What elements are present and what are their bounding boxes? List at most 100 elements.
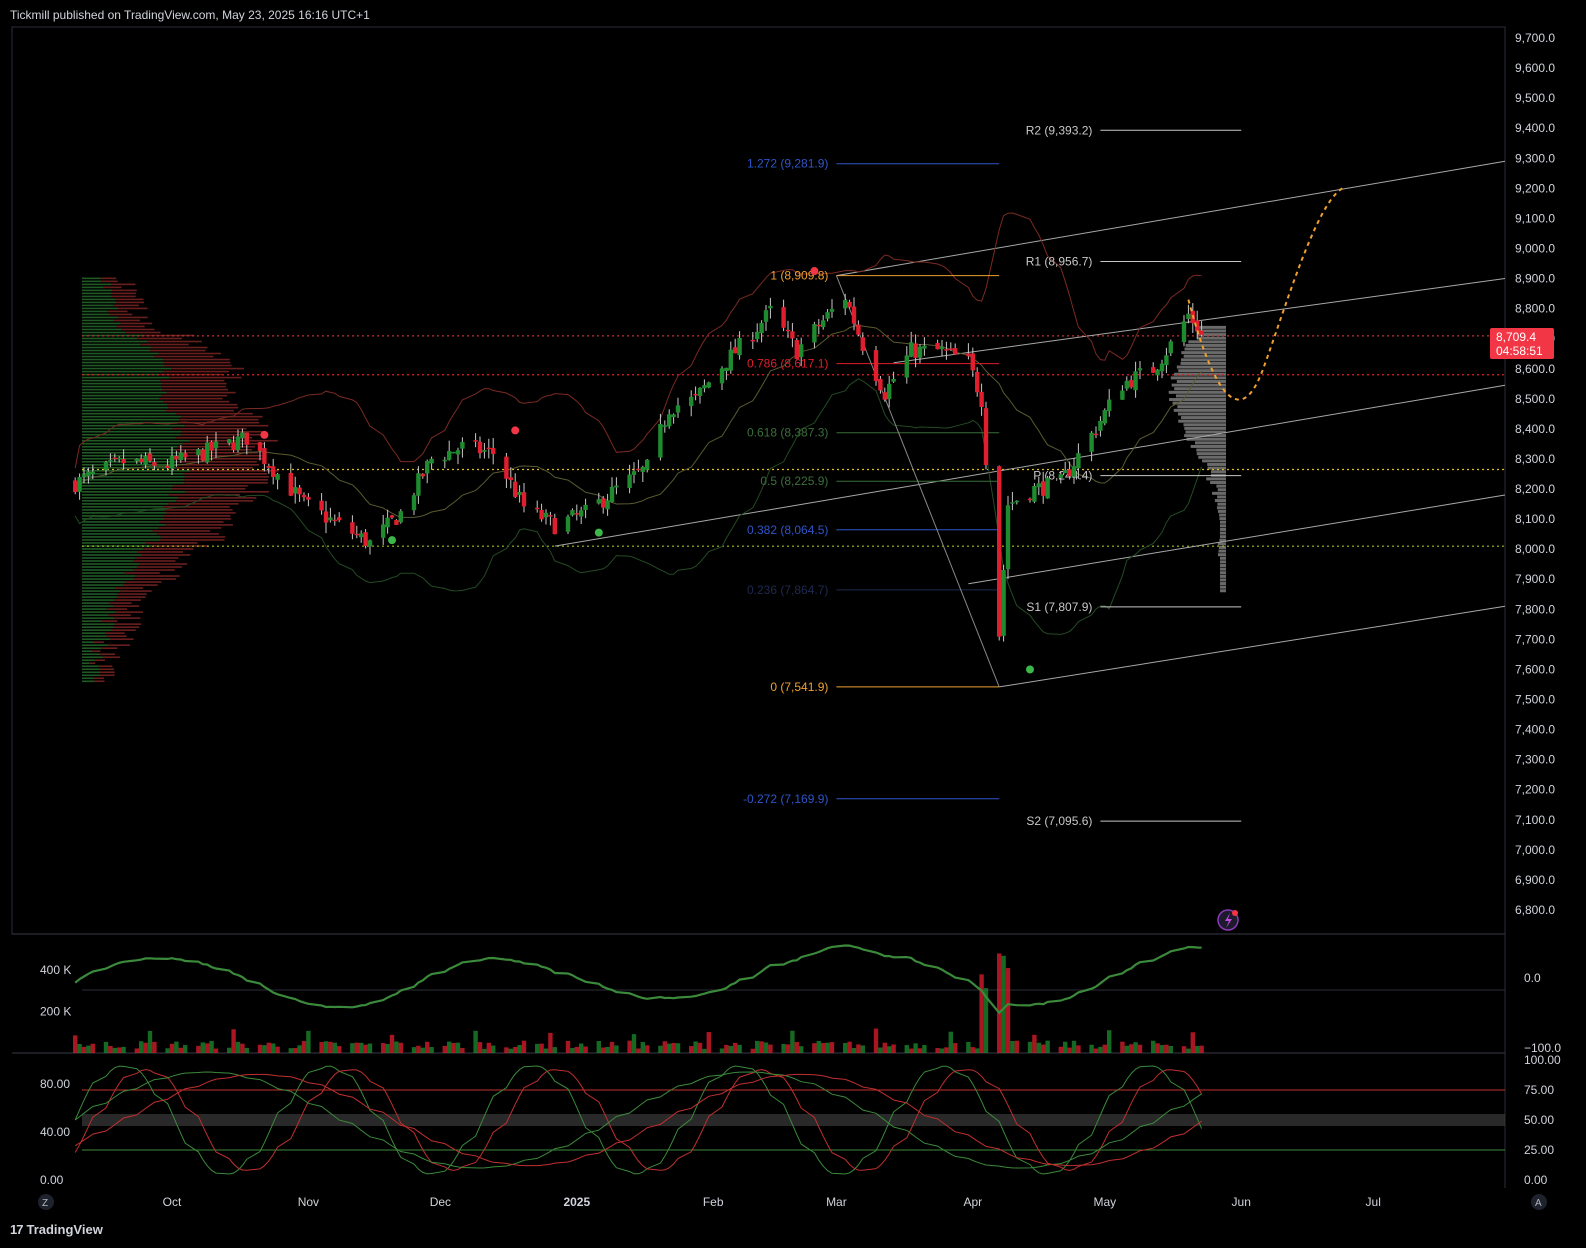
volume-bar <box>702 1048 707 1053</box>
candle-body <box>244 432 249 445</box>
candle-body <box>689 396 694 407</box>
time-tick-label: Dec <box>430 1195 451 1209</box>
profile-bar-up <box>82 325 117 328</box>
projection-arrow-path[interactable] <box>1187 187 1343 401</box>
volume-bar <box>301 1041 307 1053</box>
profile-bar-up <box>82 497 178 499</box>
time-axis[interactable]: Oct Nov Dec 2025 Feb Mar Apr May Jun Jul <box>163 1195 1381 1209</box>
candle-body <box>601 498 606 508</box>
candle-body <box>200 449 205 461</box>
profile-bar-down <box>139 563 188 565</box>
profile-bar-up <box>82 593 118 595</box>
range-profile-bar <box>1180 361 1226 365</box>
profile-bar-up <box>82 421 180 424</box>
pivot-label: R1 (8,956.7) <box>1026 255 1093 269</box>
volume-bar <box>73 1035 78 1053</box>
candle-body <box>821 320 826 328</box>
signal-marker-dot <box>1026 665 1034 674</box>
profile-bar-up <box>82 650 93 653</box>
candle-body <box>816 324 821 327</box>
range-profile-bar <box>1218 549 1226 553</box>
profile-bar-down <box>124 572 160 574</box>
profile-bar-up <box>82 680 95 683</box>
candle-body <box>1181 321 1187 343</box>
lightning-icon[interactable] <box>1217 909 1239 931</box>
volume-bar <box>394 1041 399 1053</box>
candle-body <box>1093 433 1099 436</box>
profile-bar-down <box>137 551 184 553</box>
volume-bar <box>1032 1034 1037 1053</box>
profile-bar-up <box>82 617 115 619</box>
profile-bar-up <box>82 355 155 358</box>
volume-bar <box>275 1046 280 1053</box>
volume-bar <box>477 1042 483 1053</box>
candle-body <box>183 453 188 458</box>
profile-bar-up <box>82 572 125 574</box>
candle-body <box>411 495 417 511</box>
candle-body <box>1036 483 1041 488</box>
candle-body <box>1032 486 1037 502</box>
price-tick-label: 9,400.0 <box>1515 121 1555 135</box>
range-profile-bar <box>1197 329 1226 333</box>
signal-marker-dot <box>260 430 269 439</box>
candle-body <box>266 465 271 468</box>
profile-bar-up <box>82 596 117 598</box>
fast-d-line <box>74 1069 1203 1171</box>
visible-range-profile <box>1168 325 1226 593</box>
candle-body <box>939 346 945 350</box>
time-tick-label: Apr <box>963 1195 982 1209</box>
profile-bar-down <box>116 301 145 304</box>
time-tick-label: Oct <box>163 1195 182 1209</box>
range-profile-bar <box>1210 481 1226 485</box>
volume-bar <box>812 1043 817 1053</box>
profile-bar-down <box>183 473 268 475</box>
volume-bar <box>1133 1042 1138 1053</box>
volume-oscillator-line <box>74 944 1202 1015</box>
profile-bar-down <box>184 476 270 478</box>
volume-bar <box>693 1041 698 1053</box>
candle-body <box>1199 330 1204 335</box>
range-profile-bar <box>1207 466 1226 470</box>
profile-bar-down <box>160 379 225 382</box>
candle-body <box>231 442 236 451</box>
profile-bar-down <box>98 665 113 668</box>
profile-bar-up <box>82 418 180 421</box>
brand-footer[interactable]: 17 TradingView <box>10 1222 103 1237</box>
volume-bar <box>108 1045 113 1053</box>
volume-bar <box>209 1040 214 1053</box>
candle-body <box>763 310 769 322</box>
price-tick-label: 7,500.0 <box>1515 693 1555 707</box>
range-profile-bar <box>1217 502 1226 506</box>
volume-bar <box>235 1041 241 1053</box>
profile-bar-down <box>161 385 226 388</box>
auto-scale-icon[interactable]: A <box>1531 1194 1547 1210</box>
time-tick-label: Nov <box>298 1195 319 1209</box>
range-profile-bar <box>1181 358 1226 362</box>
pivot-label: R2 (9,393.2) <box>1026 123 1093 137</box>
price-tick-label: 6,800.0 <box>1515 903 1555 917</box>
oscillator-right-label: 0.00 <box>1524 1173 1548 1187</box>
candle-body <box>301 494 307 498</box>
price-axis[interactable]: 9,700.0 9,600.0 9,500.0 9,400.0 9,300.0 9,200… <box>1515 31 1555 917</box>
profile-bar-down <box>176 466 253 469</box>
profile-bar-up <box>82 415 182 418</box>
zoom-icon[interactable]: Z <box>38 1194 54 1210</box>
candle-body <box>1151 367 1156 373</box>
time-tick-label: May <box>1093 1195 1116 1209</box>
profile-bar-down <box>109 313 133 316</box>
volume-right-axis-label: −100.0 <box>1524 1041 1561 1055</box>
profile-bar-up <box>82 454 181 457</box>
price-tick-label: 9,700.0 <box>1515 31 1555 45</box>
volume-bar <box>183 1045 188 1053</box>
price-tick-label: 7,100.0 <box>1515 813 1555 827</box>
slow-k-line <box>74 1071 1202 1169</box>
candle-body <box>1159 363 1165 372</box>
volume-bar <box>970 1047 975 1053</box>
profile-bar-down <box>159 373 223 376</box>
price-tick-label: 7,900.0 <box>1515 572 1555 586</box>
volume-bar <box>139 1041 144 1053</box>
volume-bar <box>1186 1048 1191 1053</box>
volume-bar <box>605 1046 610 1053</box>
candle-body <box>966 353 971 357</box>
